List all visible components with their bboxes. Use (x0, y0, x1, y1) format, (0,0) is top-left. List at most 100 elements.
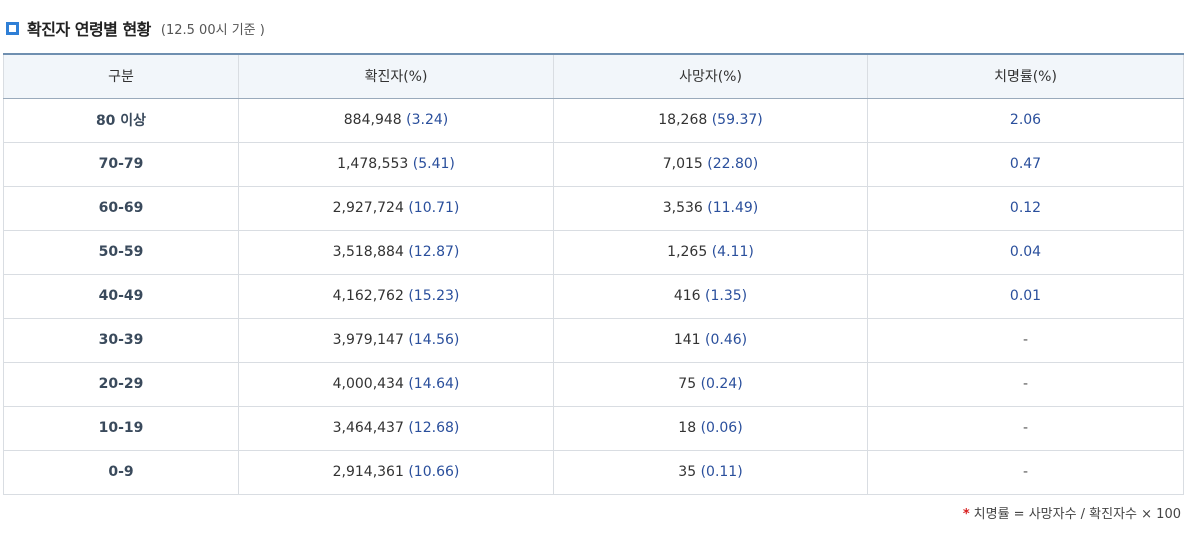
fatality-cell: 0.01 (867, 273, 1184, 319)
age-group-cell: 10-19 (3, 405, 239, 451)
cases-value: 3,518,884 (332, 244, 404, 260)
table-row: 50-59 3,518,884 (12.87) 1,265 (4.11) 0.04 (3, 229, 1184, 275)
table-row: 0-9 2,914,361 (10.66) 35 (0.11) - (3, 449, 1184, 495)
fatality-cell: 0.04 (867, 229, 1184, 275)
deaths-value: 7,015 (662, 156, 703, 172)
cases-value: 2,927,724 (332, 200, 404, 216)
age-group-cell: 20-29 (3, 361, 239, 407)
age-group-cell: 80 이상 (3, 97, 239, 143)
header-row: 구분 확진자(%) 사망자(%) 치명률(%) (3, 53, 1184, 99)
fatality-cell: - (867, 449, 1184, 495)
deaths-percent: (4.11) (711, 244, 754, 260)
fatality-cell: 0.12 (867, 185, 1184, 231)
cases-cell: 1,478,553 (5.41) (238, 141, 554, 187)
cases-value: 2,914,361 (332, 464, 404, 480)
age-group-cell: 70-79 (3, 141, 239, 187)
table-row: 40-49 4,162,762 (15.23) 416 (1.35) 0.01 (3, 273, 1184, 319)
deaths-cell: 416 (1.35) (553, 273, 868, 319)
deaths-cell: 75 (0.24) (553, 361, 868, 407)
cases-cell: 3,518,884 (12.87) (238, 229, 554, 275)
fatality-cell: - (867, 361, 1184, 407)
section-title: 확진자 연령별 현황 (27, 20, 151, 39)
cases-percent: (15.23) (408, 288, 460, 304)
deaths-value: 35 (678, 464, 697, 480)
deaths-cell: 35 (0.11) (553, 449, 868, 495)
deaths-cell: 3,536 (11.49) (553, 185, 868, 231)
column-header-fatality: 치명률(%) (867, 53, 1184, 99)
fatality-value: 0.12 (1009, 200, 1042, 216)
deaths-percent: (0.24) (700, 376, 743, 392)
table-body: 80 이상 884,948 (3.24) 18,268 (59.37) 2.06 70-… (3, 97, 1184, 495)
section-subtitle: (12.5 00시 기준 ) (160, 22, 265, 38)
fatality-value: - (1022, 464, 1029, 480)
cases-percent: (5.41) (412, 156, 455, 172)
deaths-cell: 141 (0.46) (553, 317, 868, 363)
cases-cell: 4,000,434 (14.64) (238, 361, 554, 407)
footnote: * 치명률 = 사망자수 / 확진자수 × 100 (963, 503, 1181, 522)
cases-cell: 4,162,762 (15.23) (238, 273, 554, 319)
cases-cell: 884,948 (3.24) (238, 97, 554, 143)
deaths-percent: (0.46) (705, 332, 748, 348)
fatality-cell: 0.47 (867, 141, 1184, 187)
cases-cell: 2,927,724 (10.71) (238, 185, 554, 231)
cases-value: 1,478,553 (337, 156, 409, 172)
deaths-value: 18,268 (658, 112, 708, 128)
cases-value: 3,464,437 (332, 420, 404, 436)
table-row: 10-19 3,464,437 (12.68) 18 (0.06) - (3, 405, 1184, 451)
deaths-value: 75 (678, 376, 697, 392)
deaths-cell: 1,265 (4.11) (553, 229, 868, 275)
cases-cell: 3,464,437 (12.68) (238, 405, 554, 451)
fatality-value: 0.04 (1009, 244, 1042, 260)
fatality-value: 0.47 (1009, 156, 1042, 172)
table-header: 구분 확진자(%) 사망자(%) 치명률(%) (3, 53, 1184, 99)
deaths-value: 18 (678, 420, 697, 436)
cases-percent: (10.66) (408, 464, 460, 480)
fatality-cell: - (867, 317, 1184, 363)
age-group-cell: 30-39 (3, 317, 239, 363)
fatality-value: 0.01 (1009, 288, 1042, 304)
deaths-value: 141 (673, 332, 701, 348)
deaths-cell: 7,015 (22.80) (553, 141, 868, 187)
footnote-text: 치명률 = 사망자수 / 확진자수 × 100 (973, 507, 1181, 522)
age-stats-table: 구분 확진자(%) 사망자(%) 치명률(%) 80 이상 884,948 (3.… (3, 53, 1184, 495)
fatality-cell: - (867, 405, 1184, 451)
table-row: 80 이상 884,948 (3.24) 18,268 (59.37) 2.06 (3, 97, 1184, 143)
cases-percent: (12.87) (408, 244, 460, 260)
cases-value: 4,162,762 (332, 288, 404, 304)
cases-percent: (3.24) (406, 112, 449, 128)
age-group-cell: 60-69 (3, 185, 239, 231)
cases-percent: (12.68) (408, 420, 460, 436)
age-group-cell: 0-9 (3, 449, 239, 495)
column-header-cases: 확진자(%) (238, 53, 554, 99)
fatality-value: - (1022, 332, 1029, 348)
table-row: 60-69 2,927,724 (10.71) 3,536 (11.49) 0.12 (3, 185, 1184, 231)
cases-percent: (10.71) (408, 200, 460, 216)
deaths-percent: (11.49) (707, 200, 759, 216)
age-group-cell: 40-49 (3, 273, 239, 319)
cases-value: 3,979,147 (332, 332, 404, 348)
fatality-value: - (1022, 420, 1029, 436)
cases-cell: 3,979,147 (14.56) (238, 317, 554, 363)
cases-percent: (14.56) (408, 332, 460, 348)
cases-cell: 2,914,361 (10.66) (238, 449, 554, 495)
deaths-percent: (0.11) (700, 464, 743, 480)
deaths-value: 1,265 (667, 244, 708, 260)
fatality-value: - (1022, 376, 1029, 392)
table-row: 70-79 1,478,553 (5.41) 7,015 (22.80) 0.47 (3, 141, 1184, 187)
age-group-cell: 50-59 (3, 229, 239, 275)
column-header-category: 구분 (3, 53, 239, 99)
fatality-cell: 2.06 (867, 97, 1184, 143)
fatality-value: 2.06 (1009, 112, 1042, 128)
table-row: 30-39 3,979,147 (14.56) 141 (0.46) - (3, 317, 1184, 363)
cases-percent: (14.64) (408, 376, 460, 392)
deaths-percent: (1.35) (705, 288, 748, 304)
deaths-cell: 18 (0.06) (553, 405, 868, 451)
column-header-deaths: 사망자(%) (553, 53, 868, 99)
deaths-value: 3,536 (662, 200, 703, 216)
deaths-percent: (0.06) (700, 420, 743, 436)
cases-value: 884,948 (343, 112, 402, 128)
deaths-value: 416 (673, 288, 701, 304)
table-row: 20-29 4,000,434 (14.64) 75 (0.24) - (3, 361, 1184, 407)
deaths-percent: (22.80) (707, 156, 759, 172)
